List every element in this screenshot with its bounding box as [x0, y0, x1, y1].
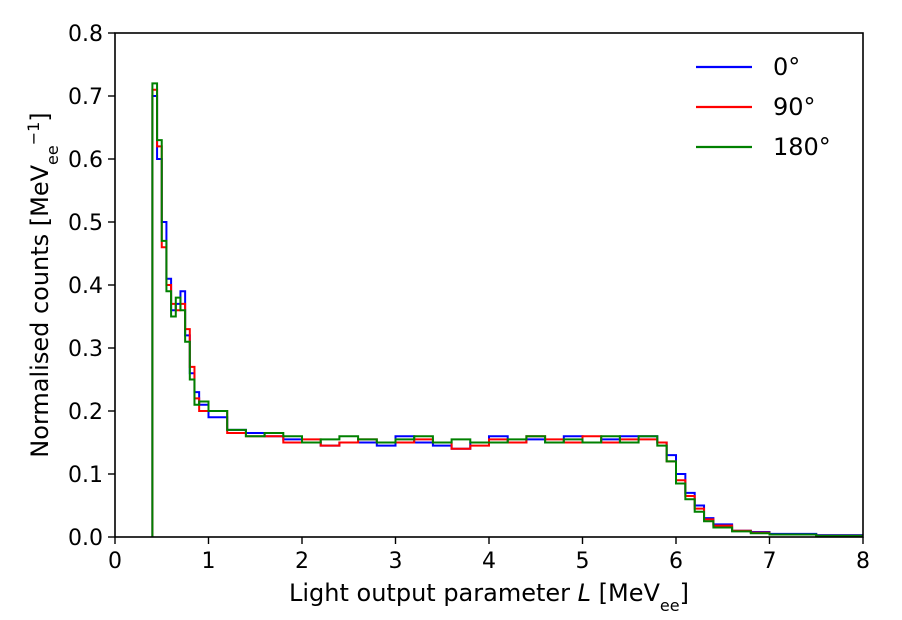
series-line-0 [151, 95, 863, 537]
y-axis-label-superscript: −1 [24, 122, 43, 146]
y-axis-label-close: ] [26, 112, 54, 121]
y-tick-label: 0.2 [68, 400, 103, 425]
x-tick-label: 4 [482, 549, 496, 574]
series-layer [151, 82, 863, 537]
y-tick-label: 0.3 [68, 337, 103, 362]
y-tick-label: 0.5 [68, 211, 103, 236]
x-tick-label: 7 [763, 549, 777, 574]
x-axis-label-unit-open: [MeV [591, 579, 660, 607]
y-tick-label: 0.4 [68, 274, 103, 299]
legend-label: 0° [773, 53, 800, 81]
y-tick-label: 0.1 [68, 463, 103, 488]
x-tick-label: 6 [669, 549, 683, 574]
y-tick-label: 0.7 [68, 85, 103, 110]
x-axis-label-unit-subscript: ee [660, 596, 680, 615]
y-tick-label: 0.0 [68, 526, 103, 551]
series-line-1 [151, 88, 863, 537]
legend-label: 180° [773, 133, 831, 161]
legend-label: 90° [773, 93, 816, 121]
y-axis-label: Normalised counts [MeVee−1] [24, 112, 62, 457]
y-tick-label: 0.8 [68, 22, 103, 47]
x-tick-label: 3 [389, 549, 403, 574]
x-tick-label: 0 [108, 549, 122, 574]
legend: 0° 90° 180° [696, 53, 831, 161]
y-tick-label: 0.6 [68, 148, 103, 173]
x-axis-label: Light output parameter L [MeVee] [289, 579, 689, 615]
y-axis-label-subscript: ee [43, 145, 62, 165]
x-axis-label-main: Light output parameter [289, 579, 578, 607]
x-tick-label: 1 [202, 549, 216, 574]
x-tick-label: 5 [576, 549, 590, 574]
x-tick-label: 2 [295, 549, 309, 574]
ticks-layer: 0 1 2 3 4 5 6 7 8 0.0 0.1 0.2 0.3 0.4 0.5 0.6 0.7 0.8 [68, 22, 870, 574]
x-tick-label: 8 [856, 549, 870, 574]
x-axis-label-unit-close: ] [680, 579, 689, 607]
series-line-2 [151, 82, 863, 537]
y-axis-label-main: Normalised counts [MeV [26, 164, 54, 457]
x-axis-label-variable: L [578, 579, 591, 607]
plot-frame [114, 32, 864, 538]
